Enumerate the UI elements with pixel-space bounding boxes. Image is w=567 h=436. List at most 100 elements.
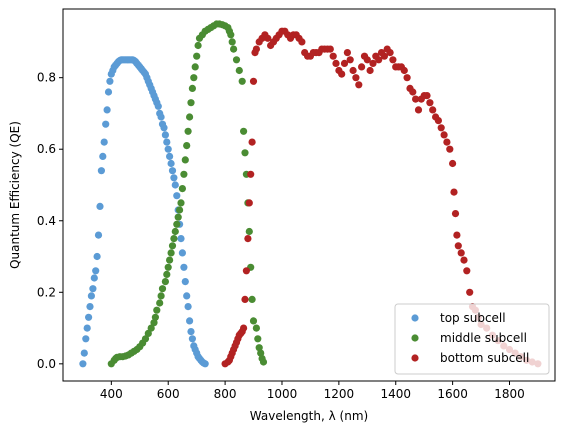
data-point xyxy=(79,360,87,368)
x-tick-label: 1800 xyxy=(494,387,525,401)
data-point xyxy=(245,199,253,207)
data-point xyxy=(241,149,249,157)
data-point xyxy=(163,138,171,146)
data-point xyxy=(343,49,351,57)
y-axis: 0.0 0.2 0.4 0.6 0.8 xyxy=(37,71,63,371)
data-point xyxy=(450,188,458,196)
data-point xyxy=(358,63,366,71)
legend-label: top subcell xyxy=(440,311,506,325)
data-point xyxy=(352,74,360,82)
data-point xyxy=(177,235,185,243)
data-point xyxy=(412,95,420,103)
data-point xyxy=(451,210,460,218)
data-point xyxy=(144,329,152,337)
data-point xyxy=(329,52,337,60)
data-point xyxy=(86,303,94,311)
data-point xyxy=(238,77,246,85)
data-point xyxy=(166,152,174,160)
data-point xyxy=(164,145,172,153)
legend-label: middle subcell xyxy=(440,331,527,345)
data-point xyxy=(158,285,167,293)
data-point xyxy=(426,99,434,107)
data-point xyxy=(178,185,186,193)
series-1 xyxy=(107,20,268,368)
data-point xyxy=(154,102,162,110)
data-point xyxy=(93,252,101,261)
x-axis: 400 600 800 1000 1200 1400 1600 1800 xyxy=(100,381,525,401)
data-point xyxy=(173,192,181,200)
data-point xyxy=(340,59,349,67)
data-point xyxy=(176,206,184,214)
data-point xyxy=(181,156,189,164)
data-point xyxy=(346,56,354,64)
data-point xyxy=(232,56,241,64)
y-tick-label: 0.8 xyxy=(37,71,56,85)
data-point xyxy=(440,131,448,139)
data-point xyxy=(186,317,194,325)
data-point xyxy=(386,49,394,57)
data-point xyxy=(409,88,417,96)
data-point xyxy=(326,45,334,53)
data-point xyxy=(241,295,249,303)
data-point xyxy=(171,227,179,236)
data-point xyxy=(168,167,177,175)
y-tick-label: 0.6 xyxy=(37,142,56,156)
data-point xyxy=(466,288,474,296)
x-tick-label: 1000 xyxy=(267,387,298,401)
data-point xyxy=(235,66,243,75)
data-point xyxy=(193,52,201,60)
data-point xyxy=(89,285,97,293)
x-tick-label: 600 xyxy=(157,387,180,401)
data-point xyxy=(366,66,374,75)
data-point xyxy=(414,106,423,114)
data-point xyxy=(457,249,465,257)
y-axis-label: Quantum Efficiency (QE) xyxy=(8,121,22,269)
data-point xyxy=(161,278,169,286)
data-point xyxy=(151,313,159,321)
data-point xyxy=(332,59,340,67)
data-point xyxy=(174,213,182,221)
legend-label: bottom subcell xyxy=(440,351,529,365)
x-tick-label: 1400 xyxy=(380,387,411,401)
data-point xyxy=(252,324,260,332)
data-point xyxy=(147,324,155,332)
x-tick-label: 400 xyxy=(100,387,123,401)
data-point xyxy=(177,199,185,207)
data-point xyxy=(248,295,256,303)
data-point xyxy=(97,167,105,175)
data-point xyxy=(244,235,252,243)
y-tick-label: 0.0 xyxy=(37,357,56,371)
data-point xyxy=(187,99,195,107)
data-point xyxy=(186,113,194,121)
data-point xyxy=(188,335,196,343)
data-point xyxy=(85,313,93,321)
legend-box xyxy=(394,303,550,375)
data-point xyxy=(83,324,91,332)
data-point xyxy=(94,231,103,239)
data-point xyxy=(240,324,248,332)
x-tick-label: 800 xyxy=(214,387,237,401)
data-point xyxy=(100,138,108,146)
data-point xyxy=(181,278,189,286)
data-point xyxy=(150,319,158,327)
data-point xyxy=(264,34,272,42)
data-point xyxy=(259,358,268,366)
data-point xyxy=(90,274,98,282)
series-0 xyxy=(79,56,209,368)
data-point xyxy=(338,70,346,78)
data-point xyxy=(166,256,174,264)
data-point xyxy=(178,249,186,257)
data-point xyxy=(184,303,192,311)
data-point xyxy=(80,349,88,357)
data-point xyxy=(173,220,181,228)
data-point xyxy=(247,170,255,178)
data-point xyxy=(249,77,258,85)
data-point xyxy=(141,335,150,343)
data-point xyxy=(380,52,388,60)
data-point xyxy=(180,263,188,271)
data-point xyxy=(92,267,100,275)
data-point xyxy=(245,227,253,236)
data-point xyxy=(355,81,363,89)
data-point xyxy=(255,344,263,352)
data-point xyxy=(104,88,113,96)
